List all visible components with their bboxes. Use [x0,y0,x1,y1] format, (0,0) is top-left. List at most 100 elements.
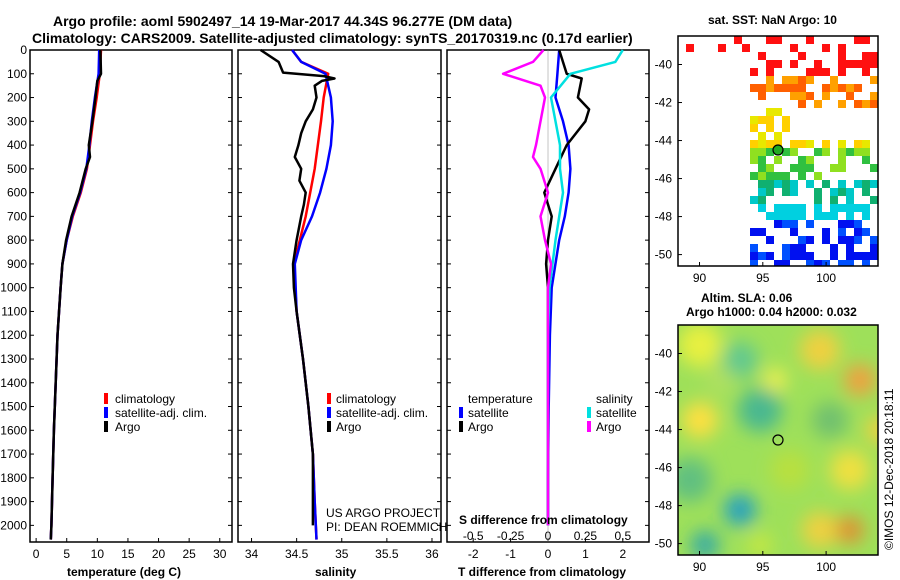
x-tick-label: 1 [582,547,589,561]
pi-annotation: PI: DEAN ROEMMICH [326,520,447,534]
legend-swatch-s-satellite [587,407,591,418]
sst-cell [686,44,694,52]
sst-cell [838,60,846,68]
depth-tick-label: 1000 [0,281,27,295]
s-tick-label: -0.25 [497,529,525,543]
sst-cell [838,236,846,244]
sst-cell [782,260,790,266]
legend-swatch-satellite [327,407,331,418]
sst-cell [750,140,758,148]
legend-label-argo: Argo [336,420,362,434]
legend-label-climatology: climatology [336,392,396,406]
sst-cell [790,244,798,252]
salinity-axis-label: salinity [315,565,357,579]
sla-blob [724,494,756,526]
sst-cell [838,188,846,196]
imos-stamp: ©IMOS 12-Dec-2018 20:18:11 [882,388,896,550]
depth-tick-label: 1700 [0,447,27,461]
sst-cell [814,68,822,76]
sst-cell [758,228,766,236]
sla-blob [738,388,782,432]
sst-cell [750,156,758,164]
sst-cell [838,260,846,266]
sst-cell [742,44,750,52]
lon-tick-label: 90 [693,271,707,285]
sst-cell [806,156,814,164]
sst-cell [862,204,870,212]
lon-tick-label: 95 [756,560,770,574]
sst-cell [870,100,878,108]
sst-cell [846,204,854,212]
lon-tick-label: 100 [816,560,836,574]
depth-tick-label: 0 [20,43,27,57]
sst-cell [766,188,774,196]
lon-tick-label: 95 [756,271,770,285]
lat-tick-label: -40 [655,58,673,72]
sst-cell [814,204,822,212]
sst-cell [750,148,758,156]
argo-location-marker [772,144,784,156]
sst-cell [782,116,790,124]
sst-map-title: sat. SST: NaN Argo: 10 [708,13,837,27]
sst-cell [822,68,830,76]
sst-cell [846,220,854,228]
sst-cell [766,180,774,188]
difference-plot: -2 -1 0 1 2-0.5 -0.25 0 0.25 0.5 [463,49,631,561]
sla-map-title1: Altim. SLA: 0.06 [701,291,793,305]
sst-cell [822,148,830,156]
sst-cell [798,244,806,252]
sst-cell [806,92,814,100]
sst-cell [750,172,758,180]
sst-cell [766,116,774,124]
sst-cell [838,84,846,92]
sst-cell [822,44,830,52]
sst-cell [838,52,846,60]
sst-cell [774,220,782,228]
sst-cell [862,212,870,220]
temperature-legend: climatology satellite-adj. clim. Argo [104,392,207,434]
sst-cell [790,188,798,196]
sst-cell [870,180,878,188]
sla-blob [800,330,840,370]
series-argo [49,49,103,540]
sst-cell [838,100,846,108]
sst-cell [870,236,878,244]
sst-cell [750,228,758,236]
sst-cell [854,236,862,244]
temperature-plot: 0 5 10 15 20 25 30 [33,49,227,561]
sst-cell [798,52,806,60]
sst-cell [846,212,854,220]
sst-cell [814,60,822,68]
sst-cell [870,252,878,260]
sst-cell [838,44,846,52]
sst-cell [766,212,774,220]
series-temperature-satellite [546,49,572,526]
sst-cell [782,188,790,196]
x-tick-label: 34.5 [285,547,309,561]
sst-cell [798,100,806,108]
sla-blob [866,416,878,444]
lat-tick-label: -42 [655,96,673,110]
sst-cell [838,156,846,164]
sst-cell [830,164,838,172]
sst-cell [766,236,774,244]
x-tick-label: 36 [425,547,439,561]
sst-cell [798,252,806,260]
sst-cell [798,92,806,100]
sst-cell [766,84,774,92]
lat-tick-label: -50 [655,248,673,262]
sst-cell [838,164,846,172]
sst-cell [806,180,814,188]
x-tick-label: 5 [63,547,70,561]
sst-cell [854,148,862,156]
depth-tick-label: 1300 [0,352,27,366]
sst-cell [806,140,814,148]
legend-label-s-satellite: satellite [596,406,637,420]
legend-label-t-satellite: satellite [468,406,509,420]
sst-cell [822,140,830,148]
depth-tick-label: 600 [7,186,27,200]
sst-cell [846,84,854,92]
sst-cell [774,60,782,68]
depth-tick-label: 1100 [1,304,27,318]
sst-cell [758,172,766,180]
